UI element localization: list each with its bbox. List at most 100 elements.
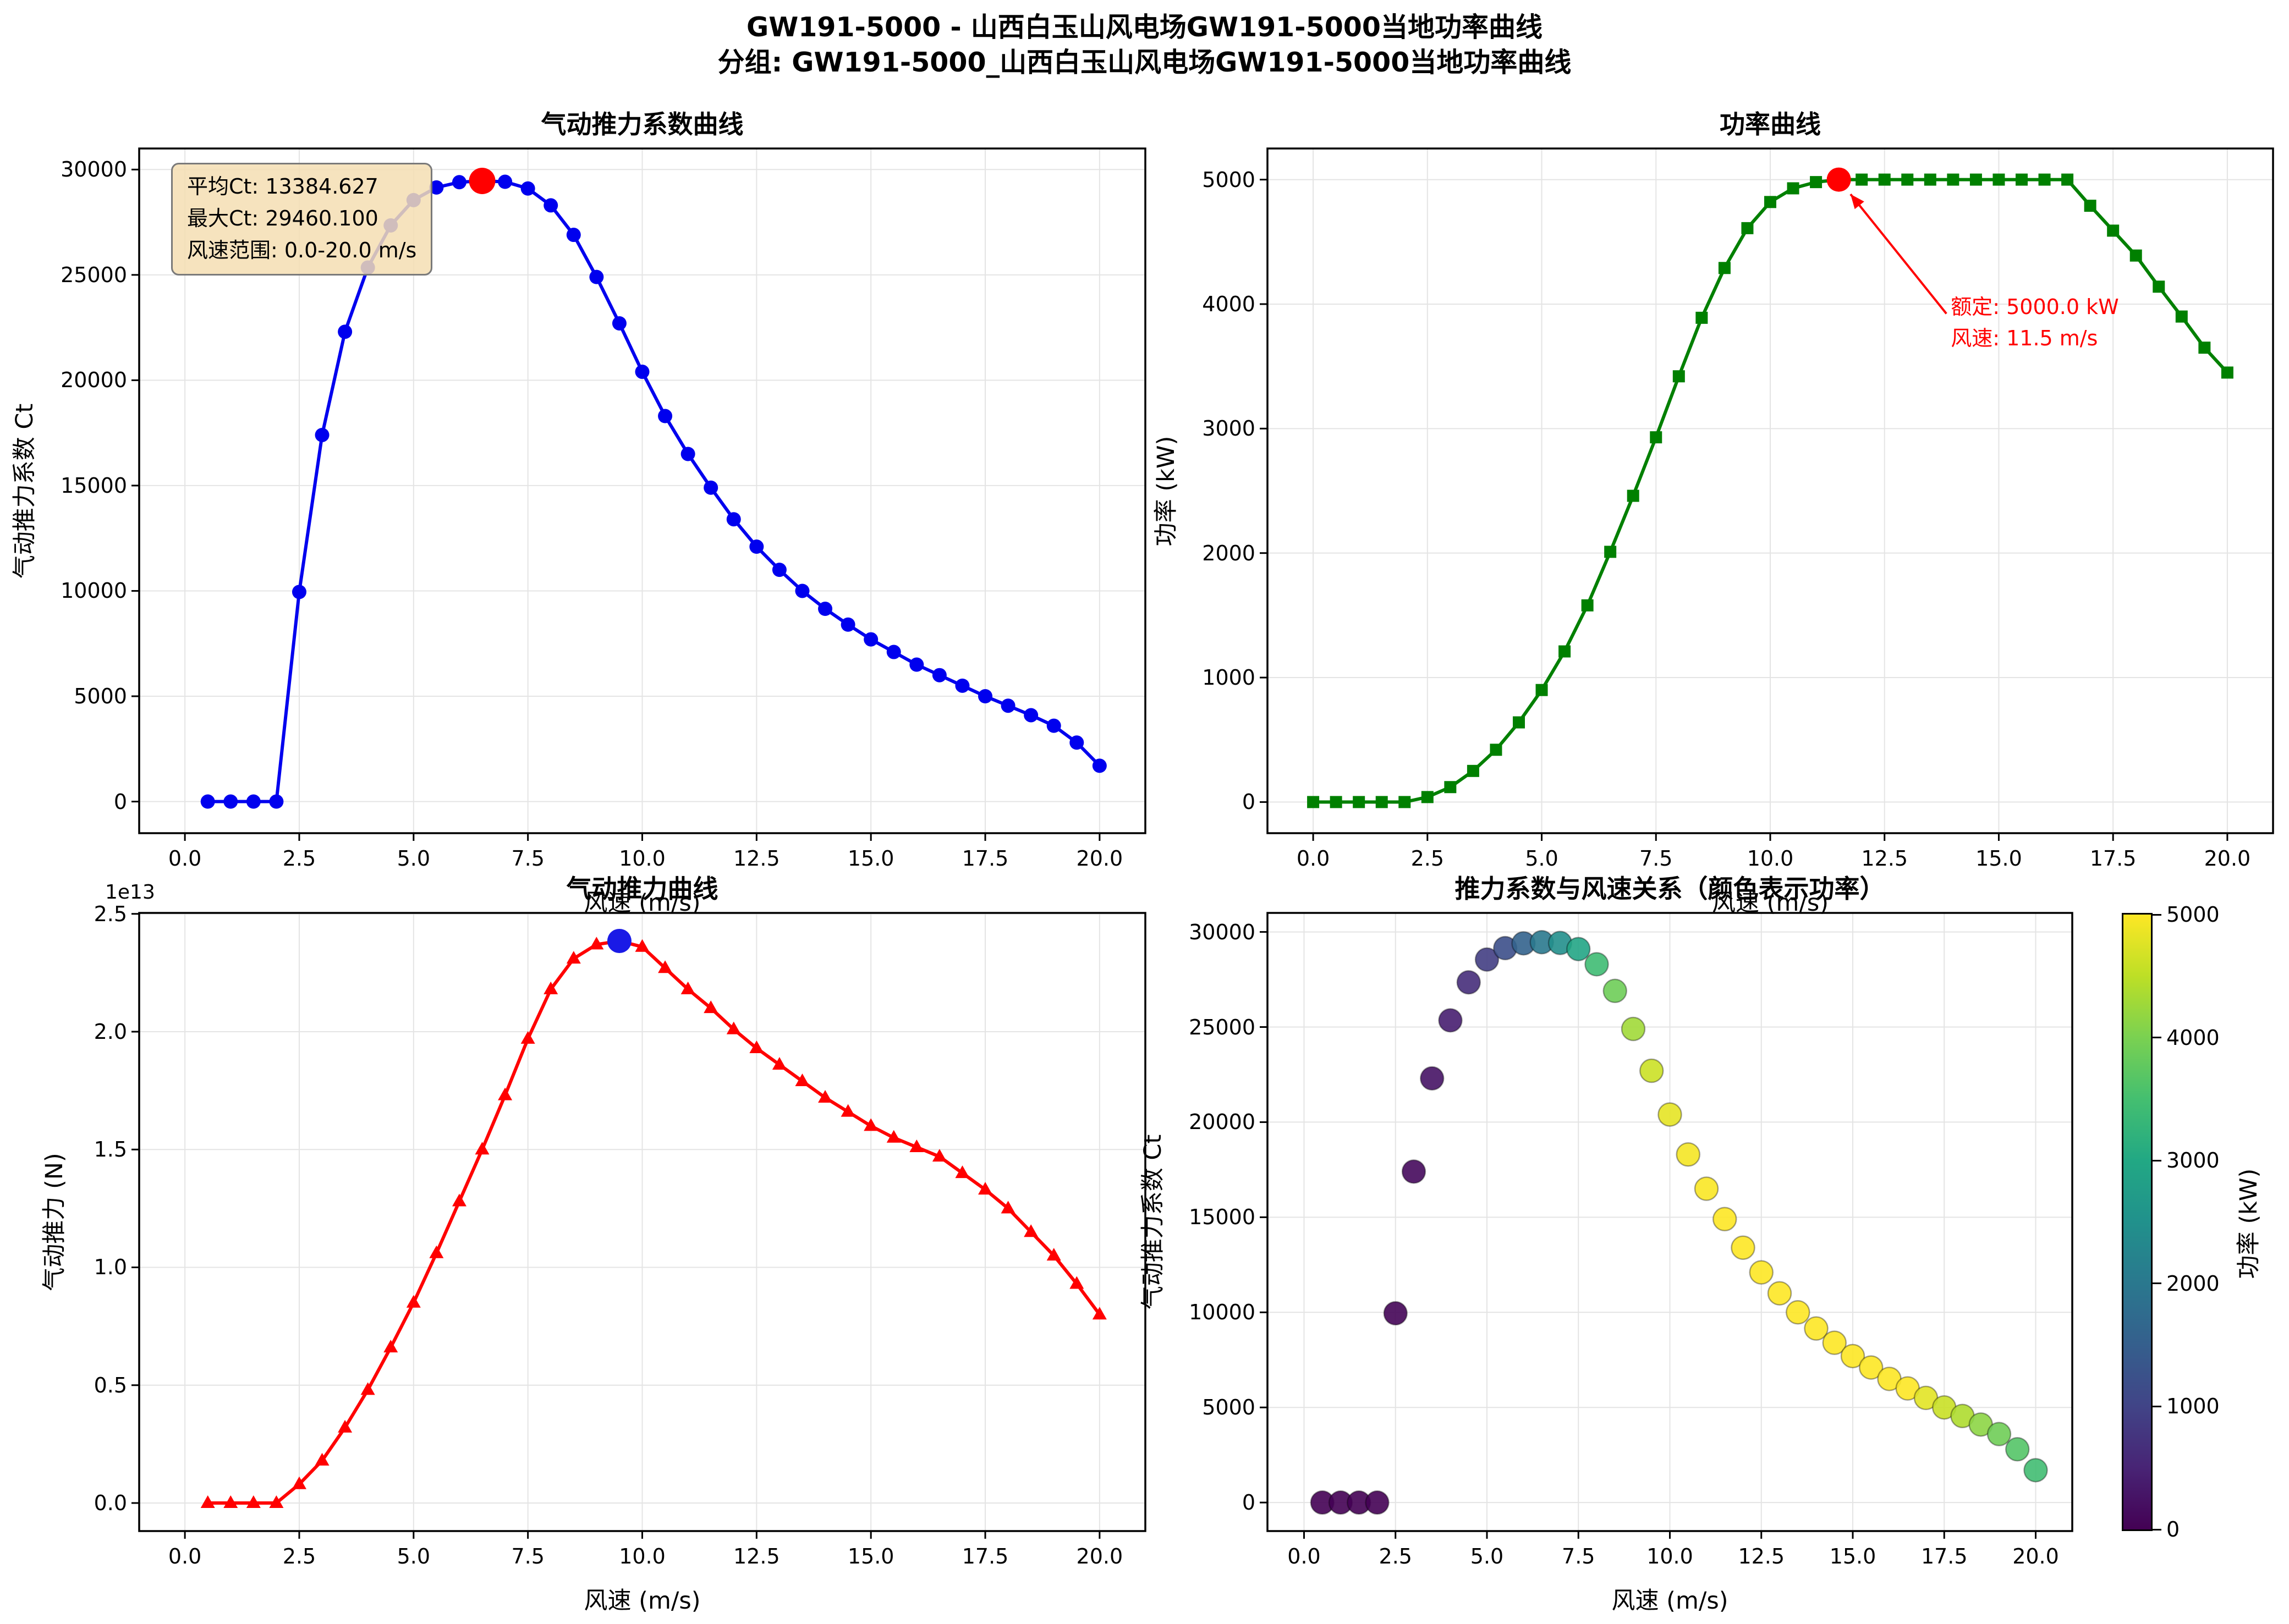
- thrust-curve-plot-title: 气动推力曲线: [566, 874, 718, 904]
- data-point-marker: [704, 1000, 718, 1014]
- scatter-point: [2023, 1458, 2048, 1483]
- thrust-curve-ylabel: 气动推力 (N): [41, 1153, 68, 1291]
- data-point-marker: [1558, 645, 1571, 658]
- ct-power-scatter-plot-title: 推力系数与风速关系（颜色表示功率）: [1454, 874, 1885, 904]
- ct-curve-ylabel: 气动推力系数 Ct: [11, 403, 39, 579]
- data-point-marker: [429, 1245, 444, 1258]
- thrust-curve-highlight-point: [607, 928, 632, 953]
- scatter-point: [1895, 1376, 1920, 1401]
- data-point-marker: [246, 1495, 261, 1509]
- colorbar-label: 功率 (kW): [2235, 1168, 2263, 1279]
- scatter-point: [1786, 1300, 1810, 1325]
- data-point-marker: [315, 1452, 330, 1466]
- scatter-point: [1456, 970, 1481, 995]
- y-tick-label: 5000: [74, 684, 127, 708]
- data-point-marker: [292, 1476, 306, 1489]
- data-point-marker: [544, 198, 558, 213]
- data-point-marker: [978, 1182, 993, 1195]
- scatter-point: [1731, 1235, 1755, 1260]
- data-point-marker: [246, 794, 261, 809]
- data-point-marker: [520, 1031, 535, 1044]
- scatter-point: [1913, 1385, 1939, 1411]
- x-tick-label: 10.0: [619, 846, 666, 871]
- colorbar-tick-mark: [2153, 1405, 2161, 1407]
- data-point-marker: [1695, 311, 1708, 324]
- data-point-marker: [886, 645, 901, 659]
- x-tick-label: 5.0: [1470, 1544, 1504, 1568]
- scatter-point: [1639, 1058, 1664, 1083]
- scatter-point: [1822, 1330, 1847, 1355]
- data-point-marker: [2107, 224, 2120, 237]
- ct-curve-plot-title: 气动推力系数曲线: [541, 109, 744, 139]
- data-point-marker: [566, 228, 581, 243]
- x-tick-label: 12.5: [733, 1544, 780, 1568]
- scatter-point: [1712, 1207, 1737, 1232]
- y-tick-label: 5000: [1202, 167, 1255, 192]
- x-tick-label: 0.0: [168, 1544, 202, 1568]
- data-point-marker: [223, 1495, 238, 1509]
- data-point-marker: [315, 427, 330, 442]
- data-point-marker: [2061, 173, 2074, 186]
- x-tick-label: 7.5: [511, 1544, 545, 1568]
- ct-stats-info-box: 平均Ct: 13384.627 最大Ct: 29460.100 风速范围: 0.…: [171, 163, 433, 276]
- data-point-marker: [406, 1295, 421, 1308]
- data-point-marker: [795, 583, 810, 598]
- data-point-marker: [1024, 1224, 1039, 1237]
- data-point-marker: [978, 689, 993, 703]
- y-tick-label: 5000: [1202, 1395, 1255, 1420]
- data-point-marker: [1398, 796, 1411, 808]
- data-point-marker: [1001, 698, 1015, 713]
- y-tick-label: 0: [1242, 1490, 1255, 1515]
- data-point-marker: [1650, 431, 1662, 444]
- power-colorbar: 0 1000 2000 3000 4000 5000 功率 (kW): [2122, 902, 2263, 1542]
- scatter-point: [1986, 1422, 2012, 1446]
- data-point-marker: [1810, 176, 1823, 189]
- x-tick-label: 10.0: [619, 1544, 666, 1568]
- data-point-marker: [612, 316, 627, 331]
- data-point-marker: [1924, 173, 1936, 186]
- data-point-marker: [1535, 684, 1548, 696]
- data-point-marker: [1901, 173, 1914, 186]
- data-point-marker: [383, 1340, 398, 1353]
- y-tick-label: 15000: [1189, 1205, 1255, 1230]
- scatter-point: [1694, 1176, 1719, 1201]
- data-point-marker: [2038, 173, 2051, 186]
- data-point-marker: [2198, 342, 2211, 354]
- data-point-marker: [1046, 718, 1061, 733]
- figure-title: GW191-5000 - 山西白玉山风电场GW191-5000当地功率曲线: [746, 12, 1543, 43]
- annotation-arrow-head: [1850, 194, 1864, 210]
- data-point-marker: [452, 1193, 466, 1207]
- data-point-marker: [498, 1087, 513, 1100]
- data-point-marker: [1024, 708, 1039, 723]
- ct-power-scatter-canvas: [1260, 912, 2073, 1539]
- data-point-marker: [200, 1495, 215, 1509]
- y-tick-label: 0: [1242, 790, 1255, 814]
- data-point-marker: [841, 1104, 855, 1117]
- scatter-point: [2005, 1437, 2030, 1462]
- power-curve-highlight-point: [1826, 167, 1851, 192]
- data-point-marker: [680, 447, 695, 461]
- scatter-point: [1657, 1102, 1682, 1127]
- data-point-marker: [635, 939, 650, 952]
- data-point-marker: [772, 1056, 787, 1070]
- data-point-marker: [429, 180, 444, 195]
- data-point-marker: [566, 951, 581, 964]
- data-point-marker: [932, 668, 947, 682]
- scatter-point: [1968, 1412, 1993, 1437]
- data-point-marker: [635, 365, 650, 379]
- data-point-marker: [1581, 599, 1594, 612]
- y-tick-label: 1.0: [94, 1255, 127, 1280]
- x-tick-label: 5.0: [397, 846, 431, 871]
- power-curve-plot-title: 功率曲线: [1720, 109, 1821, 139]
- data-point-marker: [1741, 222, 1754, 234]
- scatter-point: [1877, 1367, 1902, 1391]
- y-tick-label: 25000: [1189, 1015, 1255, 1039]
- scatter-point: [1474, 947, 1500, 972]
- thrust-curve-grid: [139, 913, 1145, 1531]
- data-point-marker: [749, 1040, 764, 1053]
- thrust-curve-ticks: [131, 913, 1101, 1539]
- data-point-marker: [1069, 1276, 1084, 1289]
- x-tick-label: 7.5: [1562, 1544, 1595, 1568]
- scatter-point: [1804, 1316, 1829, 1341]
